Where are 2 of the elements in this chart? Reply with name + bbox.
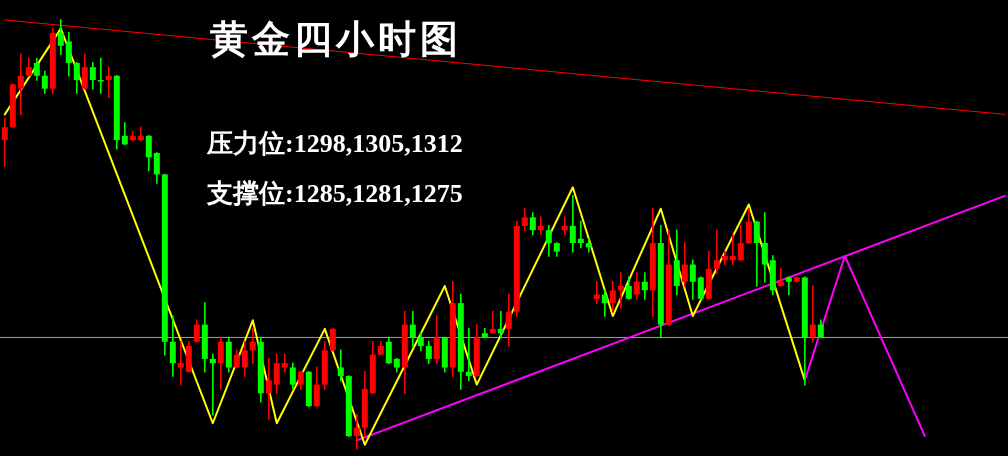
annotation: 支撑位:1285,1281,1275	[207, 179, 463, 208]
annotation: 压力位:1298,1305,1312	[207, 129, 463, 158]
